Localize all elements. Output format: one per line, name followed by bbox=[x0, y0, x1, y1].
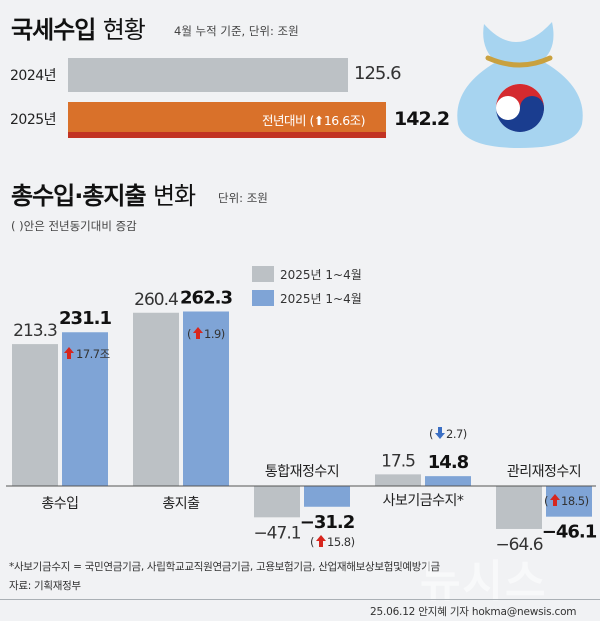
top-title: 국세수입 현황 bbox=[11, 10, 146, 45]
chart-subnote: ( )안은 전년동기대비 증감 bbox=[11, 219, 137, 233]
change-value-4: 2.7) bbox=[446, 427, 467, 441]
legend-label-2: 2025년 1~4월 bbox=[280, 292, 362, 306]
legend-label-1: 2025년 1~4월 bbox=[280, 268, 362, 282]
bar-curr-4 bbox=[425, 476, 471, 486]
category-label-4: 사보기금수지* bbox=[383, 493, 464, 509]
row-year-2025: 2025년 bbox=[10, 112, 57, 128]
bar-2025-increase bbox=[68, 132, 386, 138]
label-prev-4: 17.5 bbox=[381, 451, 415, 471]
bar-2025-note: 전년대비 (⬆16.6조) bbox=[262, 113, 366, 128]
change-paren-3: ( bbox=[310, 535, 315, 549]
label-curr-4: 14.8 bbox=[428, 452, 469, 473]
chart-title-bold: 총수입·총지출 bbox=[11, 182, 147, 210]
change-value-3: 15.8) bbox=[327, 535, 355, 549]
bar-curr-3 bbox=[304, 486, 350, 507]
label-curr-3: −31.2 bbox=[300, 512, 355, 533]
change-value-5: 18.5) bbox=[561, 494, 589, 508]
category-label-2: 총지출 bbox=[162, 496, 200, 512]
legend-swatch-1 bbox=[252, 266, 274, 282]
money-bag-icon bbox=[457, 22, 583, 148]
change-arrow-5 bbox=[550, 494, 560, 506]
bar-prev-1 bbox=[12, 344, 58, 486]
bar-2025 bbox=[68, 102, 386, 132]
row-year-2024: 2024년 bbox=[10, 68, 57, 84]
value-2024: 125.6 bbox=[354, 63, 402, 84]
change-arrow-1 bbox=[64, 347, 74, 359]
watermark: 뉴시스 bbox=[420, 556, 548, 607]
label-curr-1: 231.1 bbox=[59, 308, 111, 329]
label-prev-5: −64.6 bbox=[495, 535, 542, 555]
category-label-1: 총수입 bbox=[41, 496, 78, 512]
change-arrow-3 bbox=[316, 535, 326, 547]
top-title-bold: 국세수입 bbox=[11, 16, 96, 44]
chart-title-light: 변화 bbox=[152, 182, 196, 210]
bar-2024 bbox=[68, 58, 348, 92]
change-paren-2: ( bbox=[187, 327, 192, 341]
change-arrow-4 bbox=[435, 427, 445, 439]
label-curr-5: −46.1 bbox=[542, 522, 597, 543]
top-unit: 4월 누적 기준, 단위: 조원 bbox=[174, 24, 299, 38]
change-paren-5: ( bbox=[544, 494, 549, 508]
bar-curr-2 bbox=[183, 311, 229, 486]
value-2025: 142.2 bbox=[394, 108, 450, 130]
label-curr-2: 262.3 bbox=[180, 287, 232, 308]
legend-swatch-2 bbox=[252, 290, 274, 306]
source: 자료: 기획재정부 bbox=[9, 580, 81, 592]
credit: 25.06.12 안지혜 기자 hokma@newsis.com bbox=[370, 606, 577, 618]
label-prev-2: 260.4 bbox=[134, 290, 178, 310]
change-value-1: 17.7조 bbox=[76, 347, 110, 361]
change-arrow-2 bbox=[193, 327, 203, 339]
change-paren-4: ( bbox=[429, 427, 434, 441]
category-label-3: 통합재정수지 bbox=[265, 464, 339, 480]
chart-unit: 단위: 조원 bbox=[218, 191, 268, 205]
chart-title: 총수입·총지출 변화 bbox=[11, 176, 196, 211]
bar-prev-2 bbox=[133, 312, 179, 486]
footnote: *사보기금수지 = 국민연금기금, 사립학교교직원연금기금, 고용보험기금, 산… bbox=[9, 561, 440, 573]
footer-divider bbox=[0, 599, 600, 600]
top-title-light: 현황 bbox=[102, 16, 146, 44]
change-value-2: 1.9) bbox=[204, 327, 225, 341]
bar-prev-3 bbox=[254, 486, 300, 518]
label-prev-1: 213.3 bbox=[13, 321, 57, 341]
category-label-5: 관리재정수지 bbox=[507, 464, 581, 480]
bar-prev-5 bbox=[496, 486, 542, 529]
label-prev-3: −47.1 bbox=[253, 523, 300, 543]
bar-prev-4 bbox=[375, 474, 421, 486]
